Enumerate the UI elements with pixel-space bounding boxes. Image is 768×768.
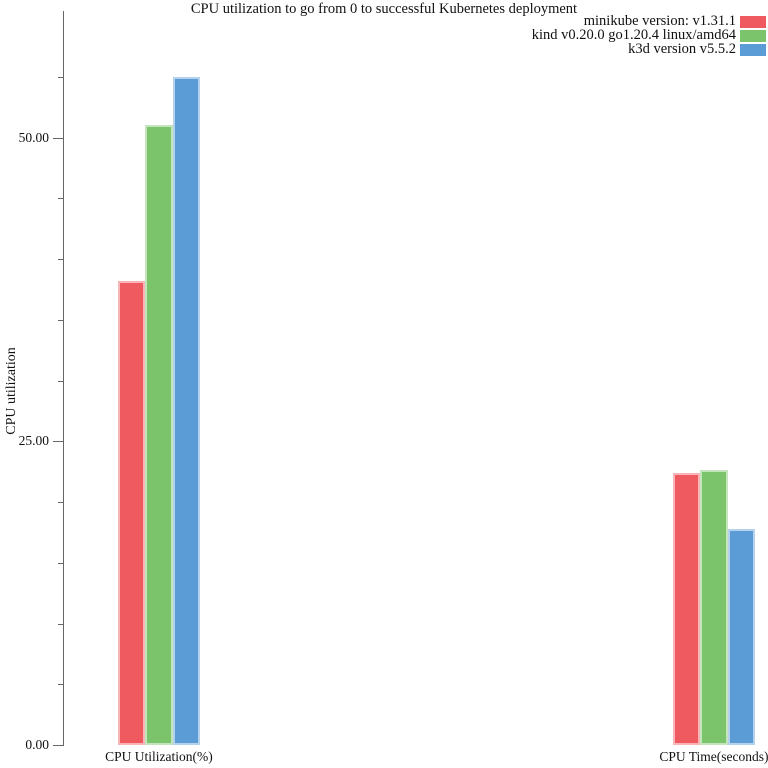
y-minor-tick: [58, 623, 63, 625]
x-category-label: CPU Utilization(%): [105, 749, 213, 764]
chart-title: CPU utilization to go from 0 to successf…: [190, 1, 578, 17]
bar-series-0-cat-1: [673, 472, 701, 745]
legend-swatch: [740, 29, 766, 42]
legend-swatch: [740, 15, 766, 28]
bar-series-1-cat-1: [700, 470, 728, 745]
bar-series-2-cat-1: [727, 528, 755, 745]
bar-series-0-cat-0: [118, 280, 146, 745]
y-minor-tick: [58, 76, 63, 78]
legend-label: k3d version v5.5.2: [628, 41, 736, 57]
legend-label: minikube version: v1.31.1: [583, 13, 736, 29]
y-tick-label: 25.00: [18, 433, 49, 449]
y-minor-tick: [58, 198, 63, 200]
y-minor-tick: [58, 319, 63, 321]
y-axis-line: [63, 11, 64, 746]
legend-entry-2: k3d version v5.5.2: [532, 41, 766, 57]
x-category-label: CPU Time(seconds): [659, 749, 768, 764]
y-axis-title: CPU utilization: [4, 347, 19, 435]
y-tick-label: 0.00: [25, 737, 49, 752]
y-minor-tick: [58, 684, 63, 686]
legend-entry-1: kind v0.20.0 go1.20.4 linux/amd64: [531, 27, 766, 43]
legend-entry-0: minikube version: v1.31.1: [532, 13, 766, 29]
y-major-tick: [53, 441, 63, 443]
legend-swatch: [740, 43, 766, 56]
legend-label: kind v0.20.0 go1.20.4 linux/amd64: [531, 27, 736, 43]
bar-series-2-cat-0: [172, 76, 200, 745]
y-minor-tick: [58, 502, 63, 503]
y-minor-tick: [58, 259, 63, 260]
legend: minikube version: v1.31.1 kind v0.20.0 go…: [531, 13, 766, 57]
y-major-tick: [53, 745, 63, 746]
y-major-tick: [53, 137, 63, 139]
y-tick-label: 50.00: [18, 129, 49, 145]
bar-series-1-cat-0: [145, 125, 173, 745]
y-minor-tick: [58, 562, 63, 564]
y-minor-tick: [58, 380, 63, 382]
